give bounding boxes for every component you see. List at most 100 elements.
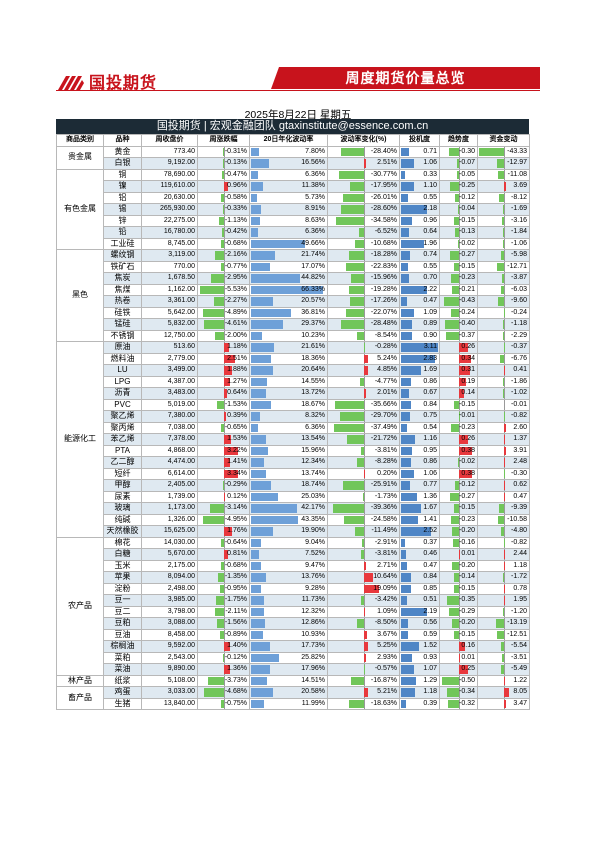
speculation: 0.56: [399, 617, 440, 630]
weekly-change: 1.41%: [197, 456, 250, 469]
table-row: 贵金属 黄金 773.40 -0.31% 7.80% -28.40% 0.71 -0.30 -4…: [56, 145, 530, 170]
zero-line: [504, 296, 505, 307]
weekly-change: -0.64%: [197, 536, 250, 549]
trend-value: -0.24: [459, 308, 475, 316]
fund-flow-bar: [504, 676, 505, 685]
weekly-change: 1.53%: [197, 433, 250, 446]
volatility: 13.74%: [249, 467, 328, 480]
volatility-change: -30.77%: [327, 168, 400, 181]
fund-flow: -0.24: [477, 306, 530, 319]
volatility-change-value: 2.93%: [377, 653, 397, 661]
volatility-value: 43.35%: [301, 515, 325, 523]
volatility-change: -6.52%: [327, 226, 400, 239]
speculation: 0.84: [399, 571, 440, 584]
zero-line: [364, 675, 365, 686]
fund-flow-value: -0.30: [511, 469, 527, 477]
volatility-value: 8.91%: [305, 205, 325, 212]
volatility-change-value: -8.28%: [374, 458, 397, 465]
table-row: 苯乙烯 7,378.00 1.53% 13.54% -21.72% 1.16 0.26 1.3…: [57, 433, 530, 446]
zero-line: [224, 261, 225, 272]
volatility-change: -22.07%: [327, 306, 400, 319]
volatility: 13.72%: [249, 387, 328, 400]
zero-line: [364, 330, 365, 341]
zero-line: [224, 698, 225, 709]
volatility-bar: [251, 182, 264, 191]
fund-flow-bar: [504, 182, 507, 191]
volatility-change-value: 2.71%: [377, 561, 397, 569]
col-category: 商品类别: [56, 134, 104, 147]
volatility-change: -18.28%: [327, 249, 400, 262]
speculation: 0.86: [399, 456, 440, 469]
weekly-change: -0.33%: [197, 203, 250, 216]
weekly-change-bar: [214, 607, 224, 616]
table-row: 燃料油 2,779.00 2.51% 18.36% 5.24% 2.83 0.34 -6.76: [57, 352, 530, 365]
trend: 0.25: [439, 663, 478, 676]
volatility-value: 21.61%: [301, 343, 325, 350]
volatility-change-bar: [349, 251, 364, 260]
volatility: 17.96%: [249, 663, 328, 676]
fund-flow-value: -3.51: [511, 653, 527, 661]
category-cell: 畜产品: [56, 686, 104, 710]
trend-value: -0.30: [459, 147, 475, 155]
weekly-change-bar: [215, 331, 224, 340]
speculation: 1.41: [399, 513, 440, 526]
zero-line: [224, 583, 225, 594]
speculation-bar: [401, 377, 412, 386]
weekly-change-bar: [222, 228, 224, 237]
volatility-change-bar: [336, 216, 364, 225]
futures-overview-table: 商品类别 品种 周收盘价 周涨跌幅 20日年化波动率 波动率变化(%) 投机度 …: [56, 134, 530, 710]
weekly-change: -0.77%: [197, 260, 250, 273]
speculation-value: 0.67: [423, 389, 437, 396]
trend-bar: [451, 285, 459, 294]
speculation-bar: [401, 182, 415, 191]
volatility-change-value: -11.49%: [371, 527, 397, 534]
speculation-value: 0.54: [423, 423, 437, 431]
table-row: 菜粕 2,543.00 -0.12% 25.82% 2.93% 0.93 0.01 -3.51: [57, 651, 530, 664]
close-price: 2,405.00: [141, 479, 198, 492]
product-name: 棕榈油: [103, 640, 142, 653]
trend: 0.38: [439, 467, 478, 480]
volatility-change-value: -0.28%: [374, 343, 397, 350]
weekly-change-bar: [221, 239, 224, 248]
fund-flow: -2.29: [477, 329, 530, 342]
volatility: 7.80%: [249, 145, 328, 158]
volatility: 7.52%: [249, 548, 328, 561]
weekly-change: -2.27%: [197, 295, 250, 308]
fund-flow: -5.54: [477, 640, 530, 653]
zero-line: [364, 399, 365, 410]
trend-bar: [447, 688, 459, 697]
weekly-change-bar: [224, 343, 230, 352]
close-price: 4,868.00: [141, 444, 198, 457]
trend-value: -0.15: [459, 504, 475, 511]
weekly-change-value: 1.76%: [227, 527, 247, 534]
fund-flow-value: -2.29: [511, 331, 527, 339]
volatility-bar: [251, 561, 262, 570]
speculation-value: 1.06: [423, 159, 437, 166]
weekly-change: -1.35%: [197, 571, 250, 584]
product-name: 淀粉: [103, 582, 142, 595]
volatility-bar: [251, 216, 261, 225]
volatility: 6.36%: [249, 421, 328, 434]
fund-flow-value: 1.95: [513, 596, 527, 603]
weekly-change-value: -1.56%: [224, 619, 247, 626]
close-price: 78,690.00: [141, 168, 198, 181]
fund-flow: -5.98: [477, 249, 530, 262]
table-row: 黑色 螺纹钢 3,119.00 -2.16% 21.74% -18.28% 0.74 -0.2…: [56, 249, 530, 342]
close-price: 14,030.00: [141, 536, 198, 549]
fund-flow: 1.18: [477, 559, 530, 572]
weekly-change-bar: [217, 619, 224, 628]
speculation-bar: [401, 469, 414, 478]
volatility-change-value: -17.95%: [370, 182, 397, 189]
volatility-change: -8.28%: [327, 456, 400, 469]
trend: 0.31: [439, 364, 478, 377]
volatility: 13.54%: [249, 433, 328, 446]
zero-line: [459, 215, 460, 226]
zero-line: [459, 192, 460, 203]
speculation-bar: [401, 147, 410, 156]
zero-line: [364, 422, 365, 433]
speculation-value: 2.19: [423, 607, 437, 615]
weekly-change: 0.39%: [197, 410, 250, 423]
volatility-value: 14.51%: [301, 676, 325, 684]
volatility-value: 13.74%: [301, 469, 325, 477]
volatility-bar: [251, 389, 266, 398]
